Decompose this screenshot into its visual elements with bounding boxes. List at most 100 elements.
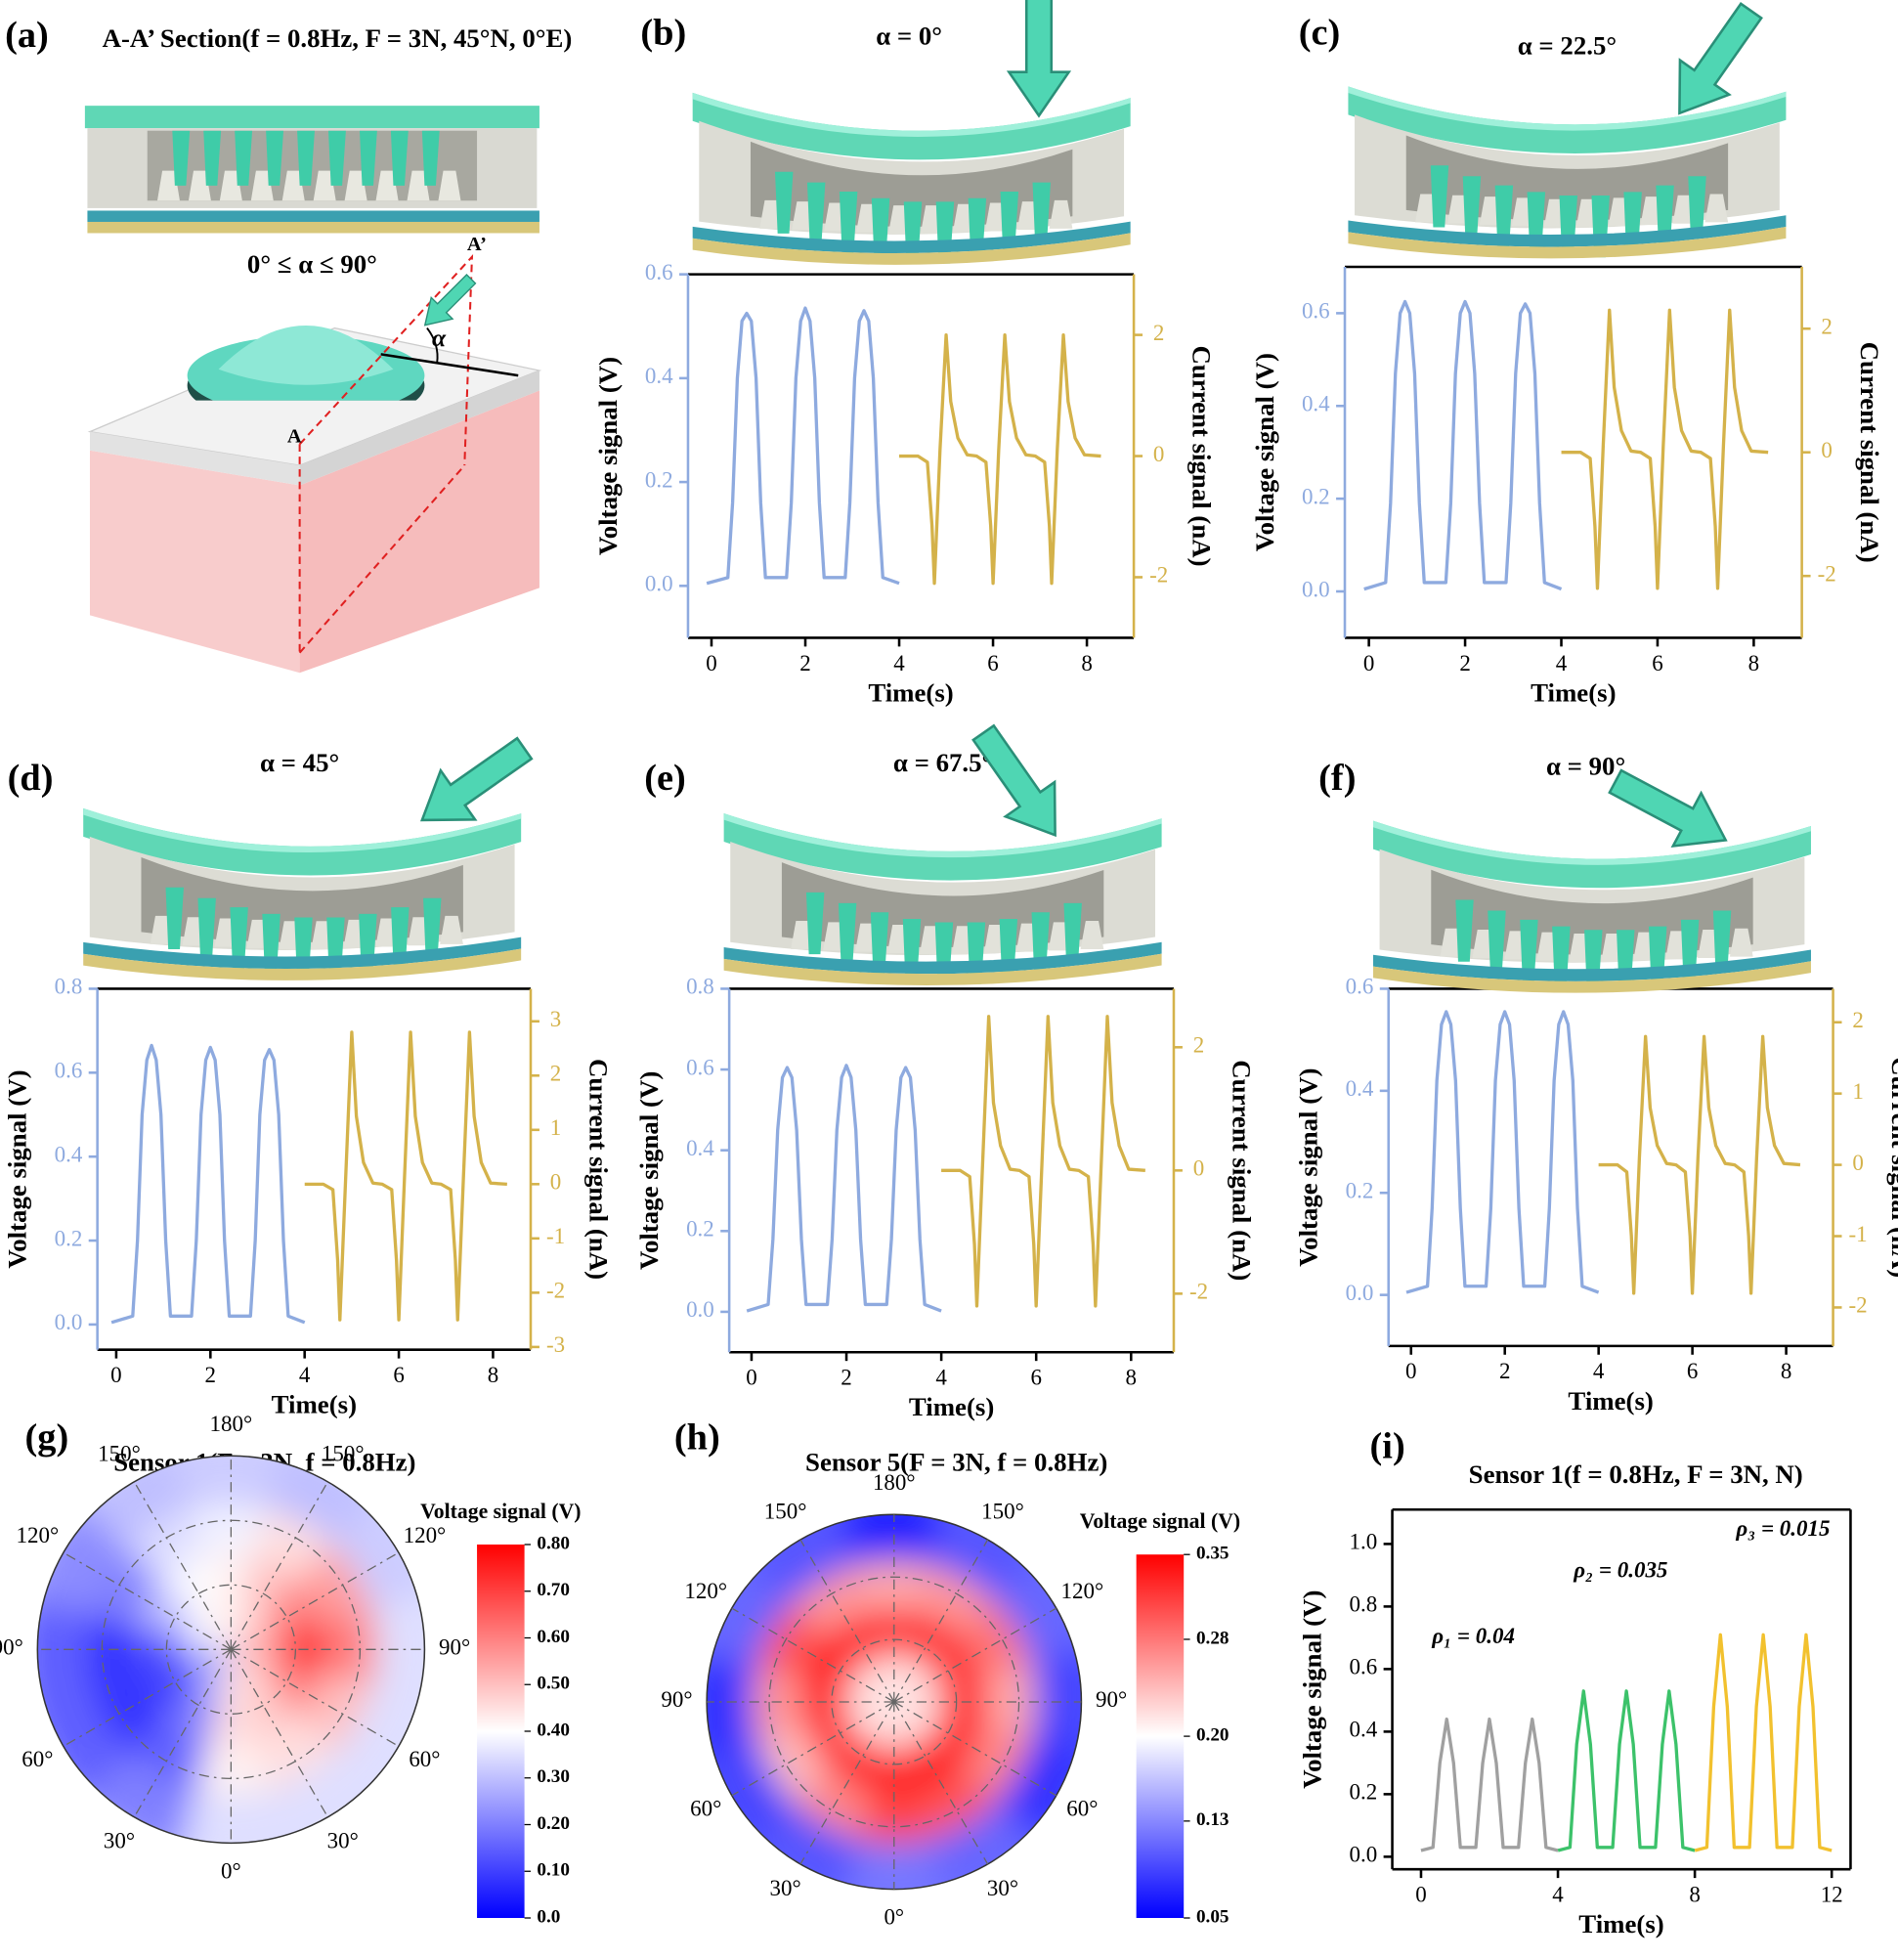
tooth: [375, 170, 399, 201]
y2-tick-label: 2: [1153, 321, 1165, 345]
y-tick-label: 0.6: [1302, 299, 1330, 324]
data-line: [1405, 1010, 1600, 1294]
polar-grid-line: [893, 1701, 989, 1865]
y-tick-label: 0.6: [55, 1059, 83, 1083]
force-arrow: [971, 723, 1057, 838]
point-label: A’: [467, 234, 487, 255]
chart-title: α = 22.5°: [1518, 31, 1617, 61]
y-tick-label: 0.0: [1349, 1843, 1377, 1867]
y2-tick-label: 1: [1852, 1079, 1863, 1104]
y2-axis-label: Current signal (nA): [583, 1059, 613, 1280]
x-tick-label: 2: [799, 651, 811, 675]
colorbar-label: Voltage signal (V): [420, 1500, 581, 1523]
chart-panel: (i) Sensor 1(f = 0.8Hz, F = 3N, N) 0 4 8 12 0.…: [1298, 1426, 1852, 1938]
heat-cell: [298, 1545, 372, 1627]
y2-tick-label: -1: [546, 1224, 565, 1248]
y-axis-label: Voltage signal (V): [3, 1069, 32, 1268]
panel-label: (b): [640, 12, 686, 53]
sensor-drawing: [1372, 820, 1811, 993]
heat-cell: [137, 1661, 197, 1720]
x-tick-label: 6: [1687, 1359, 1698, 1383]
chart-title: Sensor 1(f = 0.8Hz, F = 3N, N): [1469, 1459, 1803, 1489]
y-axis-label: Voltage signal (V): [634, 1071, 664, 1270]
sensor-drawing: [83, 807, 522, 980]
y2-tick-label: -2: [546, 1279, 565, 1303]
colorbar-tick-label: 0.20: [537, 1813, 570, 1834]
data-line: [1420, 1717, 1559, 1852]
x-tick-label: 6: [393, 1363, 405, 1387]
y-axis-label: Voltage signal (V): [1250, 353, 1279, 551]
y-tick-label: 0.6: [686, 1055, 714, 1079]
y-tick-label: 0.2: [686, 1217, 714, 1241]
colorbar: [1136, 1554, 1185, 1919]
heat-cell: [264, 1661, 325, 1720]
heat-cell: [959, 1600, 1031, 1679]
chart-title: α = 67.5°: [893, 748, 992, 777]
theta-tick-label: 150°: [98, 1442, 141, 1466]
x-axis-label: Time(s): [1568, 1386, 1653, 1416]
theta-tick-label: 90°: [661, 1687, 692, 1712]
colorbar-tick-label: 0.05: [1196, 1906, 1229, 1927]
x-tick-label: 4: [935, 1366, 947, 1390]
y2-tick-label: 2: [1193, 1033, 1205, 1058]
heat-cell: [848, 1701, 894, 1736]
heat-cell: [916, 1766, 996, 1839]
heat-cell: [231, 1649, 279, 1684]
heat-cell: [370, 1590, 425, 1710]
y-tick-label: 0.2: [1302, 484, 1330, 508]
panel-label: (f): [1318, 758, 1356, 799]
heat-cell: [860, 1656, 894, 1702]
theta-tick-label: 150°: [764, 1500, 807, 1524]
heat-cell: [242, 1555, 301, 1616]
polar-grid-line: [63, 1551, 232, 1650]
theta-tick-label: 30°: [987, 1876, 1018, 1900]
force-arrow: [1678, 2, 1763, 115]
y-tick-label: 0.0: [1302, 577, 1330, 601]
x-axis-label: Time(s): [1578, 1909, 1663, 1938]
y2-tick-label: -2: [1149, 563, 1168, 588]
theta-tick-label: 120°: [404, 1523, 447, 1547]
polar-grid-circle: [768, 1576, 1020, 1828]
chart-panel: (b) α = 0° 0 2 4 6 8 0.0 0.2 0.4 0.6 -2 0 2 Time(s) Vol…: [593, 12, 1216, 707]
theta-tick-label: 90°: [0, 1635, 23, 1660]
y-tick-label: 0.4: [1302, 392, 1330, 416]
heat-cell: [126, 1508, 208, 1583]
theta-tick-label: 90°: [1096, 1687, 1127, 1712]
y2-tick-label: -2: [1189, 1280, 1208, 1304]
heat-cell: [231, 1649, 266, 1697]
panel-label: (d): [8, 758, 54, 799]
force-arrow: [419, 736, 534, 822]
heat-cell: [254, 1717, 336, 1791]
pillar: [203, 130, 222, 186]
colorbar-tick-label: 0.10: [537, 1860, 570, 1881]
tooth: [219, 170, 242, 201]
polar-grid-circle: [165, 1584, 297, 1715]
x-tick-label: 0: [1415, 1883, 1426, 1907]
colorbar: [477, 1544, 525, 1919]
force-arrow: [1608, 768, 1728, 849]
substrate-layer: [87, 221, 539, 234]
colorbar-tick-label: 0.60: [537, 1627, 570, 1647]
data-line: [941, 1015, 1145, 1308]
colorbar-tick-label: 0.70: [537, 1580, 570, 1600]
polar-grid-line: [231, 1551, 400, 1650]
y-axis-label: Voltage signal (V): [1298, 1590, 1327, 1789]
x-tick-label: 2: [205, 1363, 216, 1387]
y2-tick-label: -2: [1849, 1293, 1868, 1318]
x-tick-label: 0: [1405, 1359, 1416, 1383]
x-tick-label: 8: [1689, 1883, 1701, 1907]
point-label: A: [287, 426, 302, 448]
y-tick-label: 0.4: [686, 1136, 714, 1160]
colorbar-tick-label: 0.20: [1196, 1724, 1229, 1745]
heat-cell: [793, 1565, 872, 1637]
angle-arc: [426, 327, 439, 364]
theta-tick-label: 90°: [439, 1635, 470, 1660]
data-line: [706, 306, 900, 586]
charts: (b) α = 0° 0 2 4 6 8 0.0 0.2 0.4 0.6 -2 0 2 Time(s) Vol…: [0, 12, 1898, 1938]
x-tick-label: 2: [841, 1366, 852, 1390]
x-tick-label: 2: [1499, 1359, 1510, 1383]
x-tick-label: 8: [1781, 1359, 1791, 1383]
heat-cell: [161, 1682, 220, 1744]
polar-grid-line: [893, 1607, 1057, 1703]
